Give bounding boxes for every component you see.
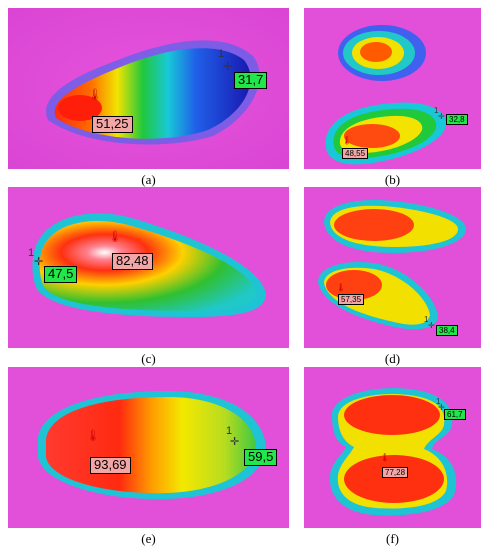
thermometer-icon: 🌡 xyxy=(380,453,391,462)
thermal-image-e xyxy=(8,367,289,528)
min-temp-label: 59,5 xyxy=(244,449,278,466)
caption-d: (d) xyxy=(384,351,401,366)
min-temp-label: 47,5 xyxy=(44,266,78,283)
marker-number: 1 xyxy=(28,247,35,259)
min-temp-label: 31,7 xyxy=(234,72,268,89)
caption-a: (a) xyxy=(141,172,156,187)
crosshair-icon: ✛ xyxy=(428,321,435,330)
marker-number: 1 xyxy=(434,106,439,115)
thermometer-icon: 🌡 xyxy=(336,283,347,292)
thermal-panel-e: 🌡 93,69 1 ✛ 59,5 xyxy=(8,367,289,528)
thermal-image-d xyxy=(304,187,481,348)
thermal-panel-b: 1 ✛ 32,8 🌡 48,55 xyxy=(304,8,481,169)
thermal-image-b xyxy=(304,8,481,169)
caption-f: (f) xyxy=(386,531,399,546)
max-temp-label: 51,25 xyxy=(92,116,133,133)
min-temp-label: 61,7 xyxy=(444,409,466,421)
thermal-panel-a: 1 ✛ 31,7 🌡 51,25 xyxy=(8,8,289,169)
min-temp-label: 38,4 xyxy=(436,325,458,337)
max-temp-label: 93,69 xyxy=(90,457,131,474)
caption-b: (b) xyxy=(384,172,401,187)
marker-number: 1 xyxy=(226,425,233,437)
crosshair-icon: ✛ xyxy=(438,403,445,412)
thermometer-icon: 🌡 xyxy=(342,136,353,145)
max-temp-label: 57,35 xyxy=(338,294,365,306)
thermal-panel-c: 1 ✛ 47,5 🌡 82,48 xyxy=(8,187,289,348)
max-temp-label: 82,48 xyxy=(112,253,153,270)
thermometer-icon: 🌡 xyxy=(86,430,100,442)
thermometer-icon: 🌡 xyxy=(108,231,122,243)
crosshair-icon: ✛ xyxy=(230,436,240,448)
marker-number: 1 xyxy=(424,315,429,324)
max-temp-label: 48,55 xyxy=(342,148,369,160)
thermal-panel-f: 1 ✛ 61,7 🌡 77,28 xyxy=(304,367,481,528)
crosshair-icon: ✛ xyxy=(438,112,445,121)
thermal-panel-d: 🌡 57,35 1 ✛ 38,4 xyxy=(304,187,481,348)
min-temp-label: 32,8 xyxy=(446,114,468,126)
caption-c: (c) xyxy=(141,351,156,366)
marker-number: 1 xyxy=(436,397,441,406)
marker-number: 1 xyxy=(218,48,225,60)
caption-e: (e) xyxy=(141,531,156,546)
thermometer-icon: 🌡 xyxy=(88,89,102,101)
crosshair-icon: ✛ xyxy=(34,256,44,268)
thermal-image-f xyxy=(304,367,481,528)
crosshair-icon: ✛ xyxy=(223,61,233,73)
max-temp-label: 77,28 xyxy=(382,467,409,479)
